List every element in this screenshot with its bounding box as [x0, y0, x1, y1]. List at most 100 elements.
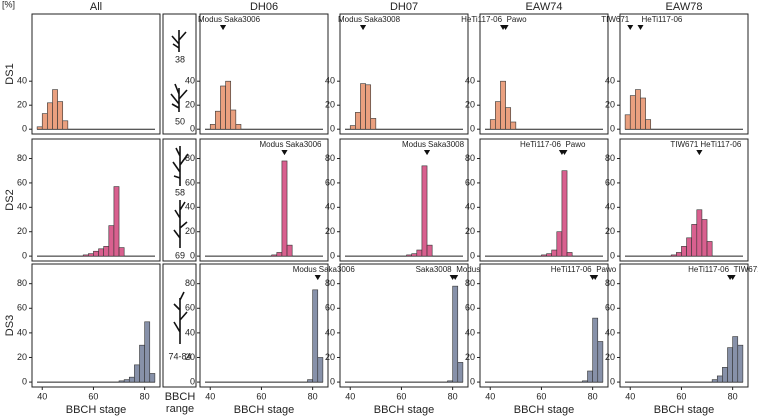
bar [691, 224, 698, 257]
bar [670, 254, 677, 257]
bar [406, 254, 412, 257]
bar [36, 126, 43, 130]
y-tick-label: 40 [185, 327, 195, 337]
row-label: DS2 [4, 189, 16, 210]
bar [349, 125, 356, 130]
cultivar-marker [314, 275, 321, 280]
y-tick-label: 20 [465, 352, 475, 362]
bar [312, 289, 319, 383]
y-tick-label: 40 [17, 202, 27, 212]
bar [144, 321, 151, 383]
cultivar-marker [452, 275, 459, 280]
bar [47, 102, 53, 130]
cultivar-label: Saka3006 [224, 15, 261, 24]
cultivar-label: Pawo [565, 140, 586, 149]
y-tick-label: 20 [465, 226, 475, 236]
y-tick-label: 40 [465, 327, 475, 337]
bar [732, 336, 739, 383]
cultivar-label: TIW671 [670, 140, 699, 149]
y-tick-label: 20 [185, 100, 195, 110]
cultivar-marker [729, 275, 736, 280]
y-tick-label: 20 [17, 352, 27, 362]
y-tick-label: 80 [465, 278, 475, 288]
x-axis-label: BBCH stage [374, 404, 435, 416]
bar [416, 249, 423, 257]
bar [134, 364, 140, 383]
cultivar-label: Modus [293, 265, 317, 274]
y-tick-label: 80 [17, 153, 27, 163]
stage-label: 74-84 [168, 351, 191, 361]
panel-frame [619, 13, 749, 135]
x-tick-label: 60 [88, 391, 98, 401]
x-tick-label: 80 [140, 391, 150, 401]
bar [57, 101, 64, 130]
bar [629, 95, 636, 130]
bar [225, 80, 232, 130]
y-tick-label: 60 [17, 177, 27, 187]
bar [556, 231, 563, 257]
x-axis-label: BBCH stage [66, 404, 127, 416]
column-title: DH06 [250, 1, 278, 13]
y-tick-label: 40 [17, 327, 27, 337]
panel-frame [31, 138, 161, 262]
y-tick-label: 40 [325, 202, 335, 212]
stage-label: 69 [175, 250, 185, 260]
panel-frame [339, 13, 469, 135]
cultivar-marker [637, 25, 644, 30]
y-tick-label: 0 [330, 124, 335, 134]
bar [286, 244, 293, 257]
y-tick-label: 60 [325, 303, 335, 313]
range-label: BBCH [165, 391, 196, 403]
x-tick-label: 40 [205, 391, 215, 401]
stage-label: 38 [175, 54, 185, 64]
bar [645, 119, 652, 130]
x-axis-label: BBCH stage [234, 404, 295, 416]
x-tick-label: 40 [345, 391, 355, 401]
y-tick-label: 20 [185, 226, 195, 236]
panel-frame [619, 263, 749, 388]
bar [118, 380, 125, 383]
bar [447, 380, 453, 383]
y-tick-label: 0 [330, 250, 335, 260]
bar [706, 241, 713, 257]
bar [696, 209, 703, 257]
y-tick-label: 40 [465, 76, 475, 86]
y-tick-label: 20 [325, 100, 335, 110]
bar [597, 341, 604, 383]
bar [98, 248, 104, 257]
y-tick-label: 60 [605, 303, 615, 313]
cultivar-label: Modus [259, 140, 283, 149]
bar [128, 376, 135, 383]
x-tick-label: 40 [485, 391, 495, 401]
y-tick-label: 40 [185, 202, 195, 212]
x-tick-label: 80 [728, 391, 738, 401]
bar [737, 344, 744, 383]
y-tick-label: 40 [465, 202, 475, 212]
x-tick-label: 80 [308, 391, 318, 401]
cultivar-marker [627, 25, 634, 30]
y-tick-label: 80 [465, 153, 475, 163]
cultivar-marker [502, 25, 509, 30]
cultivar-label: TIW671 [601, 15, 630, 24]
bar [592, 317, 599, 383]
cultivar-marker [220, 25, 227, 30]
bar [103, 246, 110, 257]
panel-frame [479, 13, 609, 135]
y-tick-label: 0 [610, 250, 615, 260]
bar [62, 120, 69, 130]
x-axis-label: BBCH stage [514, 404, 575, 416]
bbch-icons [162, 13, 197, 388]
x-tick-label: 40 [37, 391, 47, 401]
cultivar-label: HeTi117-06 [551, 265, 592, 274]
bar [566, 252, 573, 257]
bar [360, 83, 366, 130]
bar [123, 379, 130, 383]
bar [546, 253, 552, 257]
bar [52, 89, 58, 130]
bar [281, 160, 288, 257]
panel-frame [339, 138, 469, 262]
y-tick-label: 40 [605, 202, 615, 212]
x-tick-label: 80 [448, 391, 458, 401]
bar [235, 124, 242, 130]
panel-frame [31, 13, 161, 135]
